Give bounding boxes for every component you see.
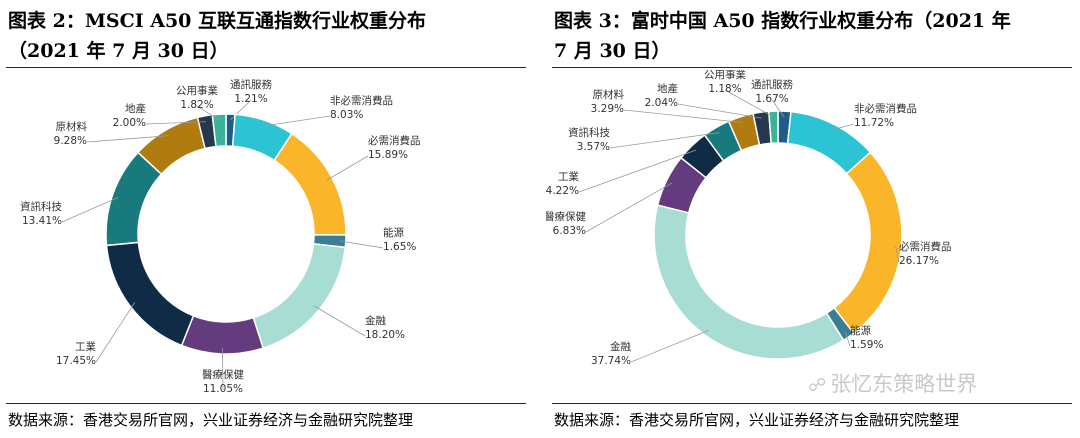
chart-title: 图表 2：MSCI A50 互联互通指数行业权重分布 （2021 年 7 月 3…: [8, 6, 523, 66]
slice-4: [653, 204, 845, 360]
slice-value-7: 3.57%: [577, 141, 610, 153]
slice-value-5: 11.05%: [203, 383, 243, 395]
chart-title-line2: 7 月 30 日）: [554, 40, 671, 62]
slice-label-2: 必需消費品: [899, 240, 952, 253]
top-rule: [6, 67, 526, 68]
slice-label-1: 非必需消費品: [854, 102, 917, 115]
slice-value-1: 11.72%: [854, 117, 894, 129]
slice-label-10: 公用事業: [704, 70, 746, 81]
slice-value-10: 1.82%: [180, 99, 213, 111]
leader-line-3: [339, 240, 384, 249]
slice-label-2: 必需消費品: [368, 134, 421, 147]
slice-value-6: 4.22%: [546, 185, 579, 197]
leader-line-1: [831, 123, 855, 131]
leader-line-4: [630, 330, 709, 363]
bottom-rule: [6, 403, 526, 404]
slice-value-10: 1.18%: [708, 83, 741, 95]
leader-line-9: [145, 121, 206, 125]
slice-label-4: 金融: [365, 314, 386, 327]
donut-chart-msci-a50: 通訊服務 1.21% 非必需消費品 8.03% 必需消費品 15.89% 能源 1.65% 金融…: [20, 78, 421, 395]
slice-2: [833, 151, 903, 335]
leader-line-7: [609, 132, 720, 149]
slice-value-2: 26.17%: [899, 255, 939, 267]
bottom-rule: [552, 403, 1072, 404]
chart-title-line1: 图表 3：富时中国 A50 指数行业权重分布（2021 年: [554, 10, 1011, 32]
leader-line-7: [61, 197, 119, 223]
slice-label-8: 原材料: [593, 88, 625, 101]
slice-label-10: 公用事業: [176, 84, 218, 97]
slice-value-4: 18.20%: [365, 329, 405, 341]
slice-label-3: 能源: [383, 226, 404, 239]
slice-value-3: 1.65%: [383, 241, 416, 253]
chart-title: 图表 3：富时中国 A50 指数行业权重分布（2021 年 7 月 30 日）: [554, 6, 1069, 66]
slice-value-0: 1.21%: [234, 93, 267, 105]
watermark-text: 张忆东策略世界: [830, 372, 978, 396]
leader-line-6: [578, 149, 697, 193]
slice-value-6: 17.45%: [56, 355, 96, 367]
slice-10: [211, 113, 227, 148]
leader-line-10: [724, 89, 774, 118]
slice-value-2: 15.89%: [368, 149, 408, 161]
slice-label-6: 工業: [75, 340, 96, 353]
slice-label-7: 資訊科技: [20, 200, 62, 213]
chart-panel-ftse-a50: 图表 3：富时中国 A50 指数行业权重分布（2021 年 7 月 30 日） …: [546, 0, 1074, 438]
slice-label-0: 通訊服務: [751, 78, 793, 91]
slice-label-4: 金融: [610, 340, 631, 353]
slice-label-0: 通訊服務: [230, 78, 272, 91]
slice-label-6: 工業: [558, 170, 579, 183]
leader-line-3: [844, 331, 851, 347]
slice-value-8: 9.28%: [54, 135, 87, 147]
chart-title-line2: （2021 年 7 月 30 日）: [8, 40, 229, 62]
watermark: ☍ 张忆东策略世界: [808, 368, 977, 398]
slice-value-8: 3.29%: [591, 103, 624, 115]
wechat-icon: ☍: [808, 375, 827, 396]
leader-line-5: [585, 182, 673, 233]
slice-value-9: 2.04%: [645, 97, 678, 109]
slice-label-5: 醫療保健: [546, 210, 586, 223]
slice-value-0: 1.67%: [755, 93, 788, 105]
leader-line-8: [86, 135, 169, 143]
slice-label-8: 原材料: [56, 120, 88, 133]
leader-line-0: [771, 99, 785, 118]
top-rule: [552, 67, 1072, 68]
leader-line-5: [221, 347, 224, 391]
slice-value-3: 1.59%: [850, 339, 883, 351]
slice-4: [252, 243, 347, 350]
slice-value-5: 6.83%: [553, 225, 586, 237]
donut-chart-ftse-a50: 通訊服務 1.67% 非必需消費品 11.72% 必需消費品 26.17% 能源 1.59% 金…: [546, 70, 952, 367]
source-note: 数据来源：香港交易所官网，兴业证券经济与金融研究院整理: [554, 411, 960, 429]
leader-line-4: [314, 305, 366, 337]
chart-panel-msci-a50: 图表 2：MSCI A50 互联互通指数行业权重分布 （2021 年 7 月 3…: [0, 0, 528, 438]
leader-line-1: [262, 115, 331, 127]
chart-title-line1: 图表 2：MSCI A50 互联互通指数行业权重分布: [8, 10, 427, 32]
slice-10: [768, 110, 779, 145]
slice-label-5: 醫療保健: [202, 368, 244, 381]
slice-label-9: 地產: [657, 82, 678, 95]
leader-line-6: [95, 302, 136, 363]
leader-line-0: [230, 99, 252, 121]
slice-value-7: 13.41%: [22, 215, 62, 227]
leader-line-2: [895, 245, 900, 263]
slice-label-1: 非必需消費品: [330, 94, 393, 107]
slice-2: [273, 132, 347, 236]
slice-label-9: 地產: [125, 102, 146, 115]
leader-line-8: [623, 109, 743, 123]
slice-6: [105, 241, 195, 347]
slice-value-1: 8.03%: [330, 109, 363, 121]
source-note: 数据来源：香港交易所官网，兴业证券经济与金融研究院整理: [8, 411, 414, 429]
slice-label-7: 資訊科技: [568, 126, 610, 139]
leader-line-2: [326, 155, 369, 181]
leader-line-10: [196, 105, 220, 121]
slice-label-3: 能源: [850, 324, 871, 337]
slice-value-4: 37.74%: [591, 355, 631, 367]
slice-value-9: 2.00%: [113, 117, 146, 129]
leader-line-9: [677, 103, 762, 119]
